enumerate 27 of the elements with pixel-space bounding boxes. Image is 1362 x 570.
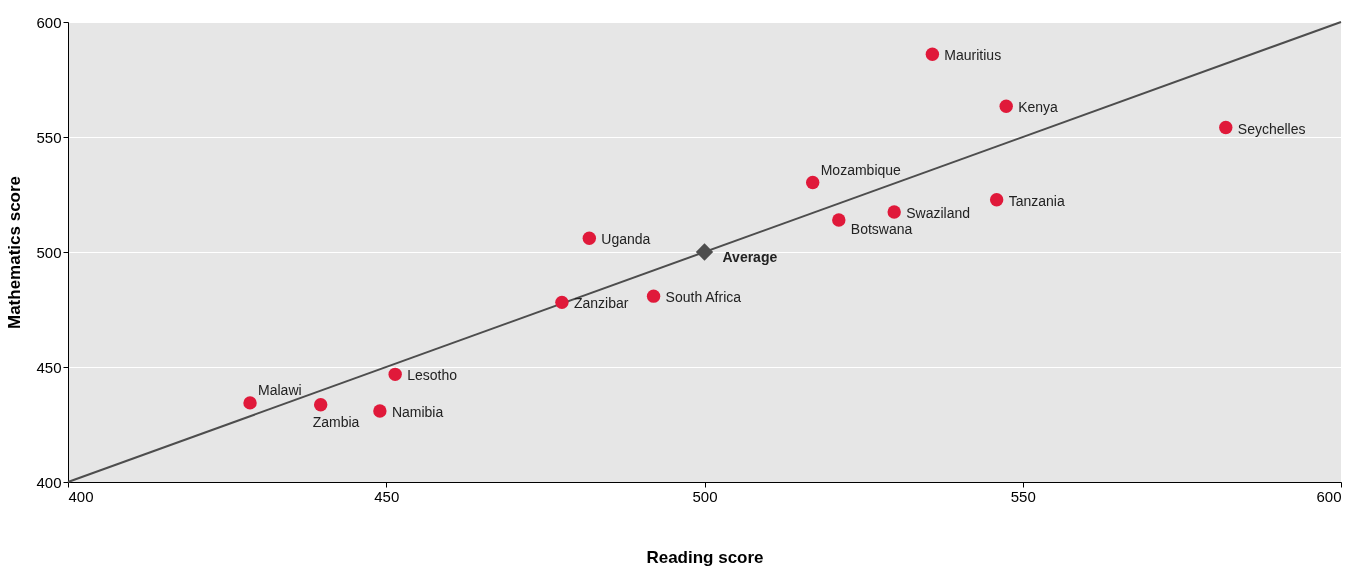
annotation: Zambia [312, 413, 360, 430]
annotation: Namibia [391, 403, 444, 420]
y-tick-label: 550 [36, 128, 62, 146]
annotation: Mozambique [820, 161, 902, 178]
x-tick-label: 400 [68, 487, 94, 505]
x-tick-label: 450 [374, 487, 400, 505]
annotation: Lesotho [407, 367, 458, 384]
annotation: Malawi [258, 381, 302, 398]
annotation: Kenya [1018, 99, 1059, 116]
annotation: Mauritius [944, 47, 1002, 64]
x-axis-title: Reading score [646, 547, 764, 567]
annotation: Swaziland [906, 204, 971, 221]
y-tick-label: 400 [36, 473, 62, 491]
series-label: Average [722, 249, 778, 265]
x-tick-label: 500 [692, 487, 718, 505]
y-tick-label: 600 [36, 13, 62, 31]
x-tick-label: 600 [1316, 487, 1342, 505]
annotation: Uganda [601, 231, 651, 248]
y-axis-title: Mathematics score [5, 175, 25, 330]
annotation: Botswana [850, 221, 913, 238]
annotation: Zanzibar [573, 295, 629, 312]
x-tick-label: 550 [1010, 487, 1036, 505]
y-tick-label: 450 [36, 358, 62, 376]
annotation: Tanzania [1008, 192, 1065, 209]
annotation: Seychelles [1237, 120, 1306, 137]
annotation: South Africa [665, 289, 742, 306]
y-tick-label: 500 [36, 243, 62, 261]
